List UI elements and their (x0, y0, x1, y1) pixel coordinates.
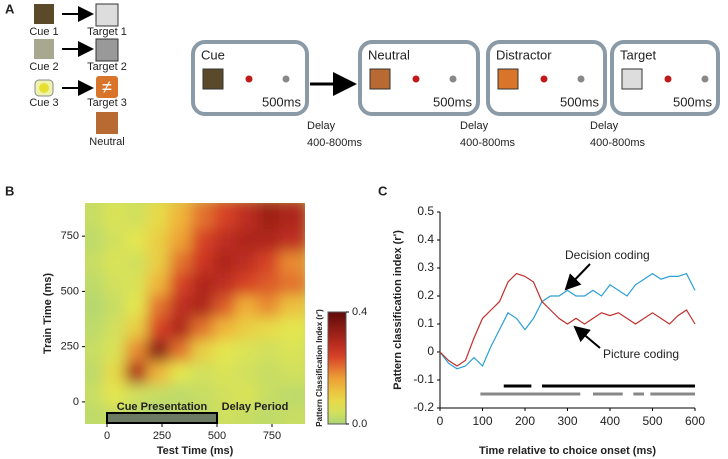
x-tick-label: 200 (515, 414, 535, 428)
x-tick-label: 500 (208, 430, 226, 442)
y-tick-label: 250 (61, 341, 79, 353)
target-icon (95, 38, 119, 62)
fixation-dot (577, 75, 585, 83)
heatmap-cell (279, 203, 305, 230)
screen-title: Neutral (368, 47, 410, 62)
x-tick-label: 750 (263, 430, 281, 442)
neutral-label: Neutral (89, 136, 124, 148)
task-sequence: Cue 1 Target 1 Cue 2 Target 2 Cue 3 Target 3 N… (29, 26, 720, 149)
x-axis-title: Test Time (ms) (157, 445, 234, 457)
cue-label: Cue 1 (29, 26, 58, 38)
screen-duration: 500ms (560, 94, 600, 109)
panel-label: C (378, 183, 388, 198)
screen-title: Distractor (496, 47, 552, 62)
delay-range: 400-800ms (590, 137, 646, 149)
y-tick-label: 750 (61, 230, 79, 242)
series-line (439, 272, 696, 367)
y-tick-label: 0 (427, 344, 434, 358)
cue-icon (39, 83, 49, 93)
fixation-dot (412, 75, 420, 83)
target-label: Target 2 (87, 61, 127, 73)
fixation-dot (282, 75, 290, 83)
colorbar-tick-label: 0.0 (352, 418, 367, 430)
x-tick-label: 400 (600, 414, 620, 428)
cue-icon (34, 4, 54, 24)
period-bar (106, 412, 218, 424)
neutral-icon (96, 112, 118, 134)
target-icon (96, 76, 118, 98)
delay-range: 400-800ms (460, 137, 516, 149)
panel-a: A ≠ (5, 1, 357, 134)
x-tick-label: 600 (685, 414, 705, 428)
target-icon (95, 3, 119, 27)
screen-duration: 500ms (673, 94, 713, 109)
panel-c: C -0.2 -0.1 0 0.1 0.2 0.3 0.4 0.5 0 100 200 300 400 5… (378, 183, 705, 456)
colorbar-title: Pattern Classification Index (r') (315, 309, 324, 427)
y-tick-label: -0.2 (413, 400, 434, 414)
y-tick-label: 0.5 (417, 204, 434, 218)
y-tick-label: 0.4 (417, 232, 434, 246)
cue-label: Cue 3 (29, 97, 58, 109)
screen-icon (497, 68, 519, 90)
y-tick-label: 0.3 (417, 260, 434, 274)
y-axis-title: Train Time (ms) (42, 273, 54, 354)
cue-icon (34, 39, 54, 59)
cue-label: Cue 2 (29, 61, 58, 73)
fixation-dot (245, 75, 253, 83)
heatmap (85, 203, 305, 424)
screen-icon (369, 68, 391, 90)
y-tick-label: 0.2 (417, 288, 434, 302)
fixation-dot (701, 75, 709, 83)
x-tick-label: 100 (472, 414, 492, 428)
delay-label: Delay (307, 120, 336, 132)
x-tick-label: 0 (104, 430, 110, 442)
x-tick-label: 0 (437, 414, 444, 428)
fixation-dot (664, 75, 672, 83)
colorbar-tick-label: 0.4 (352, 306, 367, 318)
screen-icon (621, 68, 643, 90)
y-tick-label: -0.1 (413, 372, 434, 386)
y-tick-label: 0.1 (417, 316, 434, 330)
screen-icon (202, 68, 224, 90)
x-tick-label: 300 (557, 414, 577, 428)
target-label: Target 1 (87, 26, 127, 38)
screen-duration: 500ms (433, 94, 473, 109)
panel-label: B (5, 183, 14, 198)
panel-label: A (5, 1, 15, 16)
y-tick-label: 0 (73, 396, 79, 408)
delay-label: Delay (460, 120, 489, 132)
delay-label: Delay (590, 120, 619, 132)
y-axis-title: Pattern classification index (r') (392, 230, 404, 390)
target-label: Target 3 (87, 97, 127, 109)
screen-title: Target (620, 47, 657, 62)
annotation-arrow (573, 325, 601, 349)
period-label: Delay Period (222, 401, 289, 413)
x-tick-label: 250 (153, 430, 171, 442)
fixation-dot (449, 75, 457, 83)
icon-glyph: ≠ (102, 77, 112, 97)
fixation-dot (540, 75, 548, 83)
period-label: Cue Presentation (117, 401, 208, 413)
x-tick-label: 500 (642, 414, 662, 428)
delay-range: 400-800ms (307, 137, 363, 149)
series-annotation: Picture coding (603, 347, 679, 361)
screen-duration: 500ms (262, 94, 302, 109)
annotation-arrow (564, 263, 591, 291)
colorbar (327, 311, 347, 425)
x-axis-title: Time relative to choice onset (ms) (479, 445, 656, 457)
screen-title: Cue (201, 47, 225, 62)
series-annotation: Decision coding (565, 248, 650, 262)
panel-b: B 0 250 500 750 0 250 500 750 Test Time (ms) Trai… (5, 183, 367, 456)
y-tick-label: 500 (61, 285, 79, 297)
heatmap-cells (85, 203, 305, 424)
